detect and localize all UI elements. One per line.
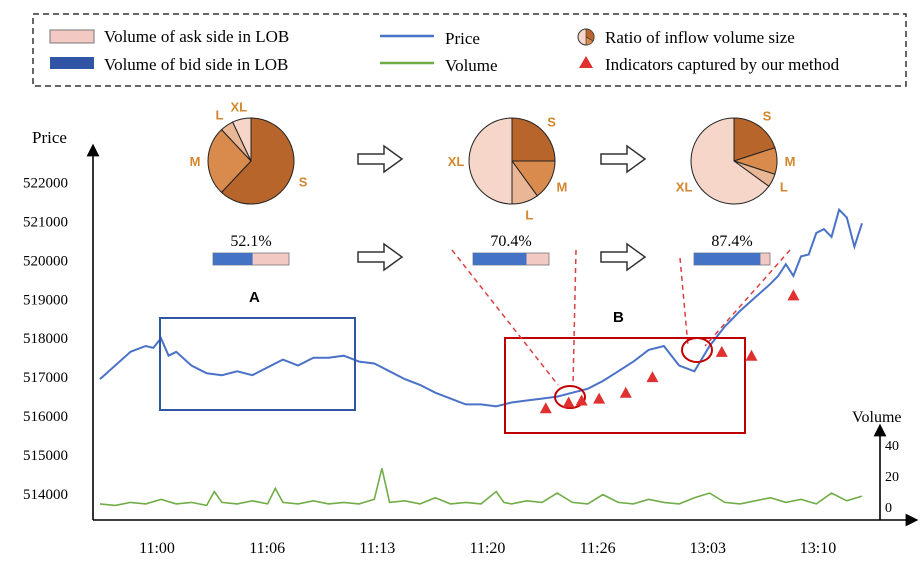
pie-slice-label: XL: [230, 99, 247, 114]
indicator-marker: [593, 392, 606, 404]
legend-bid-swatch: [50, 57, 94, 69]
bid-segment: [213, 253, 253, 265]
legend-price-label: Price: [445, 29, 480, 48]
y-tick-labels: 514000 515000 516000 517000 518000 519000 5200…: [23, 175, 68, 503]
pie-slice: [220, 117, 295, 205]
y2-tick-label: 20: [885, 470, 899, 485]
axes: Price Volume: [32, 128, 919, 527]
bid-segment: [694, 253, 761, 265]
pie-slice-label: L: [525, 207, 533, 222]
highlight-ellipse-2: [681, 337, 713, 363]
ratio-bar: 52.1%: [212, 233, 290, 266]
y-tick-label: 521000: [23, 214, 68, 230]
ratio-value-label: 52.1%: [230, 233, 271, 250]
region-b-box: [504, 337, 746, 434]
ratio-value-label: 70.4%: [490, 233, 531, 250]
legend: Volume of ask side in LOB Volume of bid …: [32, 13, 907, 87]
ratio-pie: S M L XL: [448, 114, 568, 222]
flow-arrow-bar-1: [357, 242, 404, 272]
pie-slice-label: M: [785, 154, 796, 169]
legend-indicator-label: Indicators captured by our method: [605, 55, 840, 74]
pie-slice-label: XL: [676, 179, 693, 194]
legend-ask-label: Volume of ask side in LOB: [104, 27, 289, 46]
pie-slice-label: M: [190, 154, 201, 169]
indicator-markers: [539, 289, 800, 414]
indicator-marker: [619, 386, 632, 398]
pie-slice: [207, 128, 252, 194]
indicator-marker: [575, 394, 588, 406]
pie-slice: [511, 117, 556, 162]
x-tick-label: 11:06: [249, 540, 285, 557]
legend-indicator-icon: [579, 56, 593, 68]
pie-slice-label: L: [780, 179, 788, 194]
y2-tick-label: 40: [885, 439, 899, 454]
pie-slice: [690, 117, 770, 205]
y2-tick-labels: 0 20 40: [885, 439, 899, 516]
pie-slice: [468, 117, 513, 205]
flow-arrows: [357, 144, 647, 272]
y-tick-label: 515000: [23, 448, 68, 464]
flow-arrow-bar-2: [600, 242, 647, 272]
indicator-marker: [562, 396, 575, 408]
ratio-bar: 87.4%: [693, 233, 771, 266]
x-tick-label: 13:03: [690, 540, 726, 557]
volume-series-line: [99, 468, 863, 507]
x-tick-label: 11:00: [139, 540, 175, 557]
pie-slice-label: S: [299, 175, 308, 190]
y-axis-title: Price: [32, 128, 67, 147]
connector-lines: [451, 249, 791, 386]
price-series-line: [99, 207, 863, 408]
pie-slice: [733, 117, 776, 162]
flow-arrow-pie-2: [600, 144, 647, 174]
ratio-bar: 70.4%: [472, 233, 550, 266]
ratio-value-label: 87.4%: [711, 233, 752, 250]
indicator-marker: [646, 371, 659, 383]
highlight-ellipse-1: [554, 385, 586, 409]
y-tick-label: 520000: [23, 253, 68, 269]
pie-slice-label: L: [216, 108, 224, 123]
pie-slice-label: XL: [448, 154, 465, 169]
flow-arrow-pie-1: [357, 144, 404, 174]
legend-ratio-label: Ratio of inflow volume size: [605, 28, 795, 47]
y-tick-label: 514000: [23, 487, 68, 503]
region-a-box: [159, 317, 356, 411]
y-tick-label: 517000: [23, 370, 68, 386]
pie-slice-label: M: [556, 179, 567, 194]
indicator-marker: [745, 349, 758, 361]
ratio-bars: 52.1% 70.4% 87.4%: [212, 233, 771, 266]
legend-ratio-icon: [577, 28, 595, 46]
x-tick-label: 11:26: [580, 540, 616, 557]
bid-segment: [473, 253, 527, 265]
y-tick-label: 518000: [23, 331, 68, 347]
indicator-marker: [539, 402, 552, 414]
legend-bid-label: Volume of bid side in LOB: [104, 55, 288, 74]
pie-slice-label: S: [763, 109, 772, 124]
legend-ask-swatch: [49, 29, 95, 44]
indicator-marker: [715, 345, 728, 357]
pie-slice: [232, 117, 252, 162]
x-tick-label: 11:20: [470, 540, 506, 557]
x-tick-label: 11:13: [359, 540, 395, 557]
y2-axis-title: Volume: [852, 409, 901, 426]
y-tick-label: 522000: [23, 175, 68, 191]
y-tick-label: 519000: [23, 292, 68, 308]
legend-volume-label: Volume: [445, 56, 498, 75]
y2-tick-label: 0: [885, 501, 892, 516]
pie-slice-label: S: [547, 114, 556, 129]
x-tick-label: 13:10: [800, 540, 836, 557]
y-tick-label: 516000: [23, 409, 68, 425]
region-a-label: A: [249, 289, 260, 306]
ratio-pie: S M L XL: [190, 99, 308, 205]
ratio-pie: S ML XL: [676, 109, 796, 205]
region-b-label: B: [613, 309, 624, 326]
x-tick-labels: 11:00 11:06 11:13 11:20 11:26 13:03 13:10: [139, 540, 836, 557]
indicator-marker: [787, 289, 800, 301]
